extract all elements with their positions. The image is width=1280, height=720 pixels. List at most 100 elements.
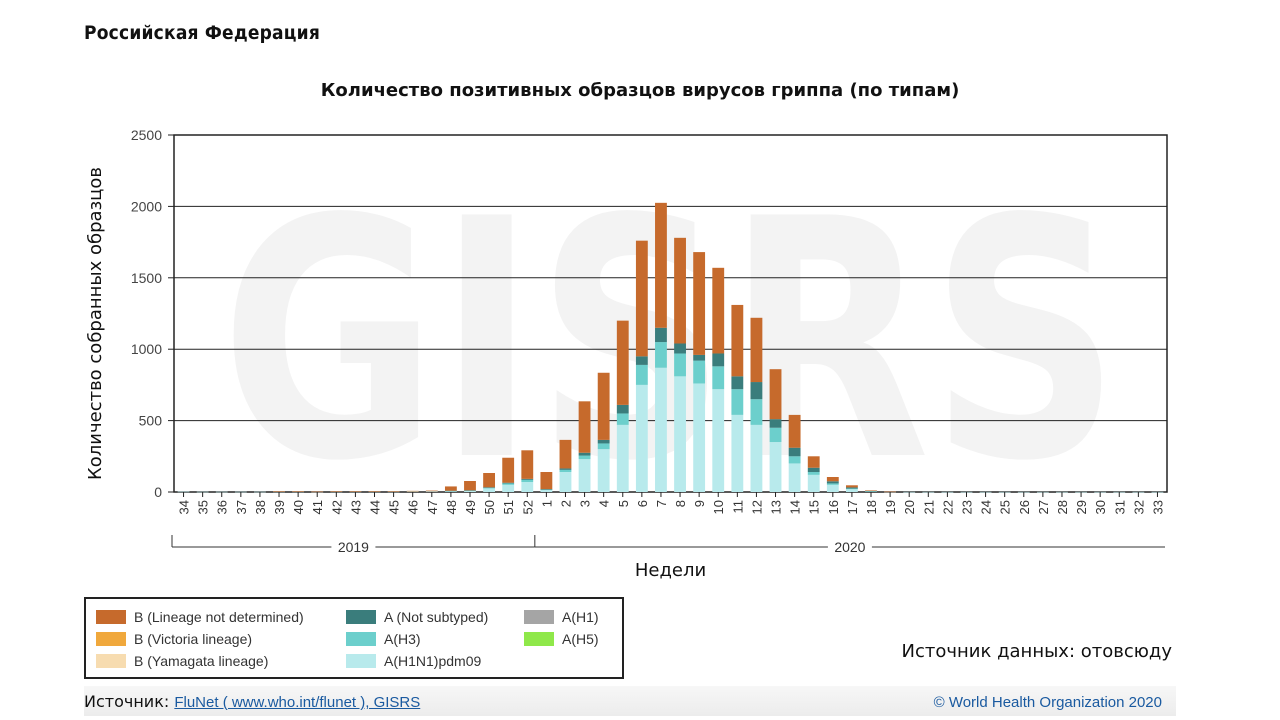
bar-segment — [464, 481, 476, 491]
legend-label: B (Victoria lineage) — [134, 631, 253, 647]
legend-label: A(H1N1)pdm09 — [384, 653, 482, 669]
bar-segment — [521, 450, 534, 479]
x-tick-label: 39 — [272, 500, 287, 514]
bar-segment — [292, 491, 305, 492]
bar-segment — [425, 490, 438, 492]
y-tick-label: 500 — [139, 413, 163, 429]
bar-segment — [769, 427, 782, 443]
x-axis-title: Недели — [635, 560, 706, 581]
bar-segment — [483, 487, 496, 488]
x-tick-label: 7 — [654, 500, 669, 507]
bar-segment — [807, 474, 820, 492]
x-tick-label: 27 — [1036, 500, 1051, 514]
y-tick-label: 1500 — [131, 270, 162, 286]
x-tick-label: 34 — [177, 500, 192, 514]
x-tick-label: 4 — [597, 500, 612, 507]
bar-segment — [425, 491, 438, 492]
bar-segment — [845, 487, 858, 489]
bar-segment — [712, 267, 725, 354]
year-label: 2020 — [834, 539, 865, 555]
x-tick-label: 31 — [1112, 500, 1127, 514]
x-tick-label: 44 — [368, 500, 383, 514]
bar-segment — [826, 484, 839, 492]
x-tick-label: 42 — [329, 500, 344, 514]
copyright-link[interactable]: © World Health Organization 2020 — [933, 694, 1162, 711]
x-tick-label: 26 — [1017, 500, 1032, 514]
bar-segment — [559, 439, 572, 469]
chart-title: Количество позитивных образцов вирусов г… — [320, 80, 960, 101]
bar-segment — [616, 404, 629, 414]
bar-segment — [655, 342, 667, 368]
bar-segment — [845, 488, 858, 490]
bar-segment — [540, 489, 553, 492]
x-tick-label: 18 — [864, 500, 879, 514]
legend-item-a-h3: A(H3) — [346, 629, 421, 649]
bar-segment — [502, 482, 515, 484]
legend-label: B (Lineage not determined) — [134, 609, 304, 625]
bar-segment — [444, 490, 457, 492]
bar-segment — [674, 353, 686, 377]
bar-segment — [674, 237, 686, 344]
bar-segment — [578, 459, 591, 492]
bar-segment — [177, 491, 190, 493]
x-tick-label: 41 — [310, 500, 325, 514]
plot-frame — [173, 134, 1168, 493]
x-tick-label: 25 — [998, 500, 1013, 514]
bar-segment — [693, 383, 706, 492]
legend-label: B (Yamagata lineage) — [134, 653, 269, 669]
bar-segment — [521, 482, 534, 492]
x-tick-label: 16 — [826, 500, 841, 514]
bar-segment — [578, 452, 591, 456]
bar-segment — [826, 481, 839, 484]
bar-segment — [865, 490, 877, 492]
bar-segment — [655, 367, 667, 492]
bar-segment — [483, 487, 496, 489]
bar-segment — [807, 467, 820, 473]
legend-label: A(H3) — [384, 631, 421, 647]
watermark-text: GISRS — [221, 149, 1121, 533]
bar-segment — [750, 317, 763, 383]
bar-segment — [750, 399, 763, 425]
x-tick-label: 43 — [348, 500, 363, 514]
legend-swatch — [96, 654, 126, 668]
x-tick-label: 37 — [234, 500, 249, 514]
y-tick-label: 1000 — [131, 341, 162, 357]
bar-segment — [597, 443, 610, 450]
legend-swatch — [346, 654, 376, 668]
legend-swatch — [96, 610, 126, 624]
bar-segment — [273, 491, 285, 492]
x-tick-label: 30 — [1093, 500, 1108, 514]
x-tick-label: 46 — [406, 500, 421, 514]
x-tick-label: 5 — [616, 500, 631, 507]
bar-segment — [483, 473, 496, 488]
legend-label: A(H5) — [562, 631, 599, 647]
x-tick-label: 47 — [425, 500, 440, 514]
bar-segment — [387, 491, 400, 492]
bar-segment — [712, 366, 725, 390]
x-tick-label: 50 — [482, 500, 497, 514]
legend: B (Lineage not determined) B (Victoria l… — [84, 597, 624, 679]
bar-segment — [788, 456, 801, 464]
bar-segment — [635, 364, 648, 385]
x-tick-label: 38 — [253, 500, 268, 514]
source-label: Источник: — [84, 692, 170, 711]
bar-segment — [769, 419, 782, 428]
legend-item-a-h1n1pdm09: A(H1N1)pdm09 — [346, 651, 481, 671]
x-tick-label: 6 — [635, 500, 650, 507]
flunet-link[interactable]: FluNet ( www.who.int/flunet ), GISRS — [174, 694, 421, 711]
x-tick-label: 12 — [749, 500, 764, 514]
legend-swatch — [524, 632, 554, 646]
bar-segment — [845, 489, 858, 492]
bar-segment — [559, 472, 572, 492]
legend-label: A (Not subtyped) — [384, 609, 489, 625]
country-title: Российская Федерация — [84, 22, 321, 44]
bar-segment — [884, 491, 897, 493]
x-tick-label: 14 — [788, 500, 803, 514]
x-tick-label: 45 — [387, 500, 402, 514]
y-tick-label: 2000 — [131, 198, 162, 214]
bar-segment — [712, 389, 725, 492]
bar-segment — [330, 491, 343, 492]
bar-segment — [521, 478, 534, 480]
bar-segment — [769, 369, 782, 420]
